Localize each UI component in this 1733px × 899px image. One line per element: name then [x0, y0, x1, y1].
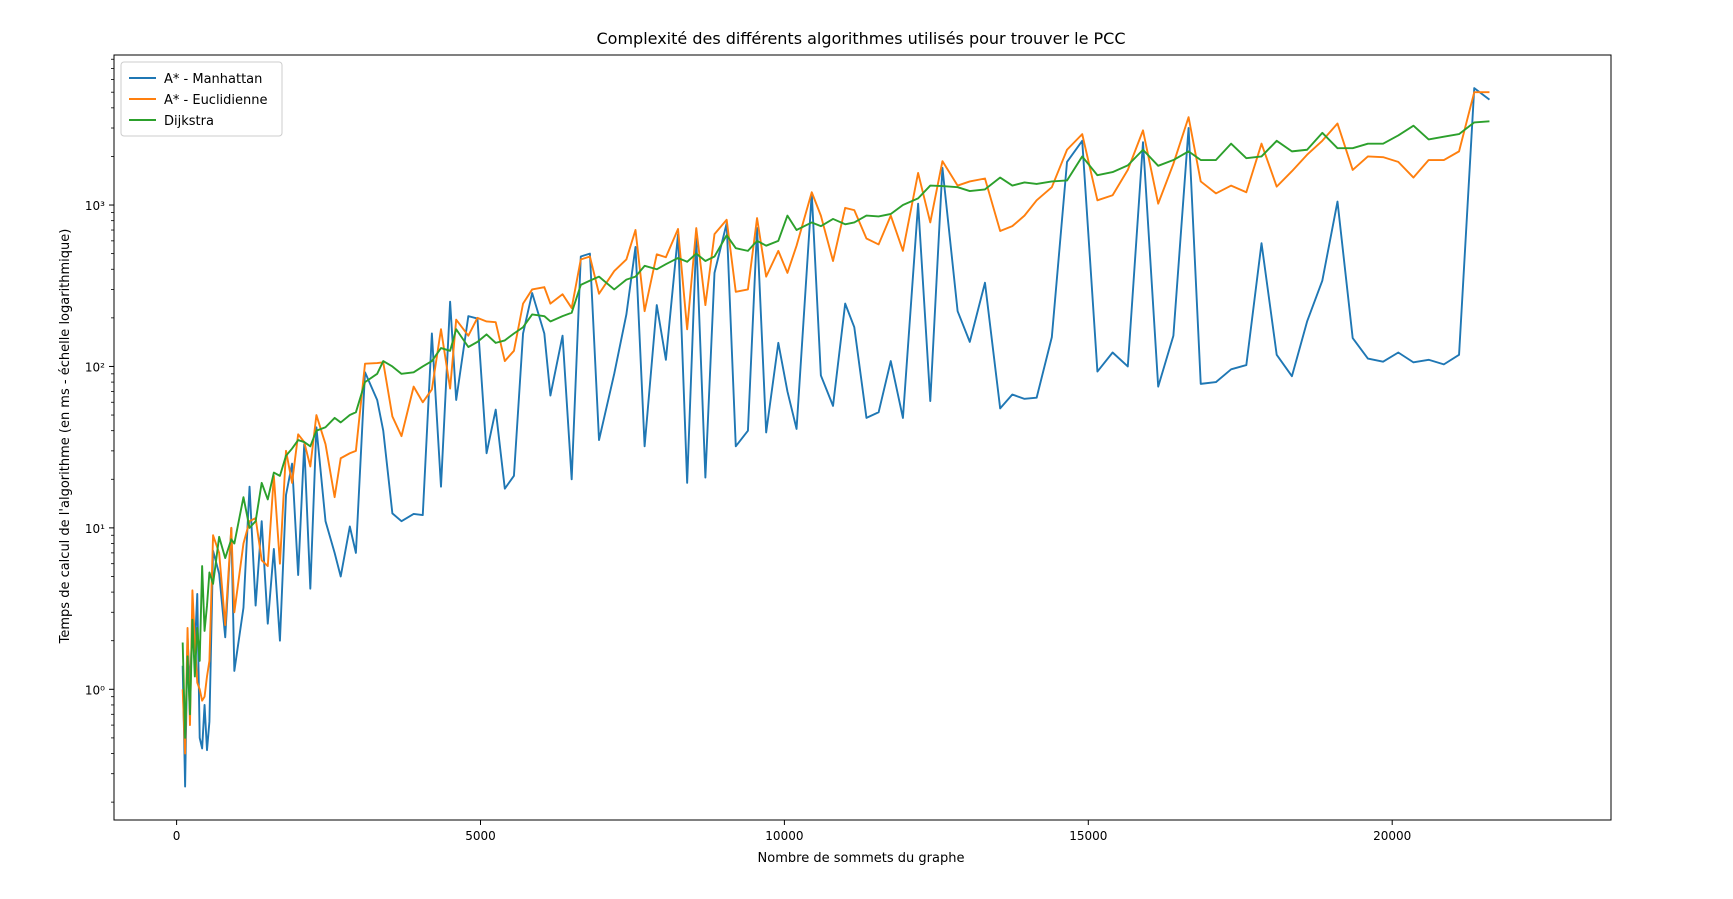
- legend-label-3: Dijkstra: [164, 114, 214, 129]
- y-tick-label: 10¹: [85, 522, 105, 536]
- chart-title: Complexité des différents algorithmes ut…: [597, 29, 1126, 48]
- x-tick-label: 0: [173, 829, 181, 843]
- x-tick-label: 10000: [765, 829, 803, 843]
- y-axis-title: Temps de calcul de l'algorithme (en ms -…: [58, 229, 73, 645]
- y-tick-label: 10³: [85, 199, 105, 213]
- y-tick-label: 10⁰: [85, 683, 105, 697]
- x-tick-label: 15000: [1069, 829, 1107, 843]
- legend-box: [120, 61, 283, 137]
- legend-label-2: A* - Euclidienne: [164, 93, 268, 108]
- y-tick-label: 10²: [85, 360, 105, 374]
- plot-frame: [113, 54, 1612, 821]
- legend-label-1: A* - Manhattan: [164, 72, 262, 87]
- plot-area: 0 5000 10000 15000 20000 10⁰ 10¹ 10² 10³ A* - Man…: [85, 54, 1612, 843]
- x-axis-title: Nombre de sommets du graphe: [758, 851, 965, 866]
- series-line-2: [181, 91, 1490, 755]
- x-tick-label: 5000: [465, 829, 496, 843]
- x-tick-label: 20000: [1373, 829, 1411, 843]
- series-line-1: [181, 87, 1491, 788]
- series-line-3: [181, 120, 1490, 739]
